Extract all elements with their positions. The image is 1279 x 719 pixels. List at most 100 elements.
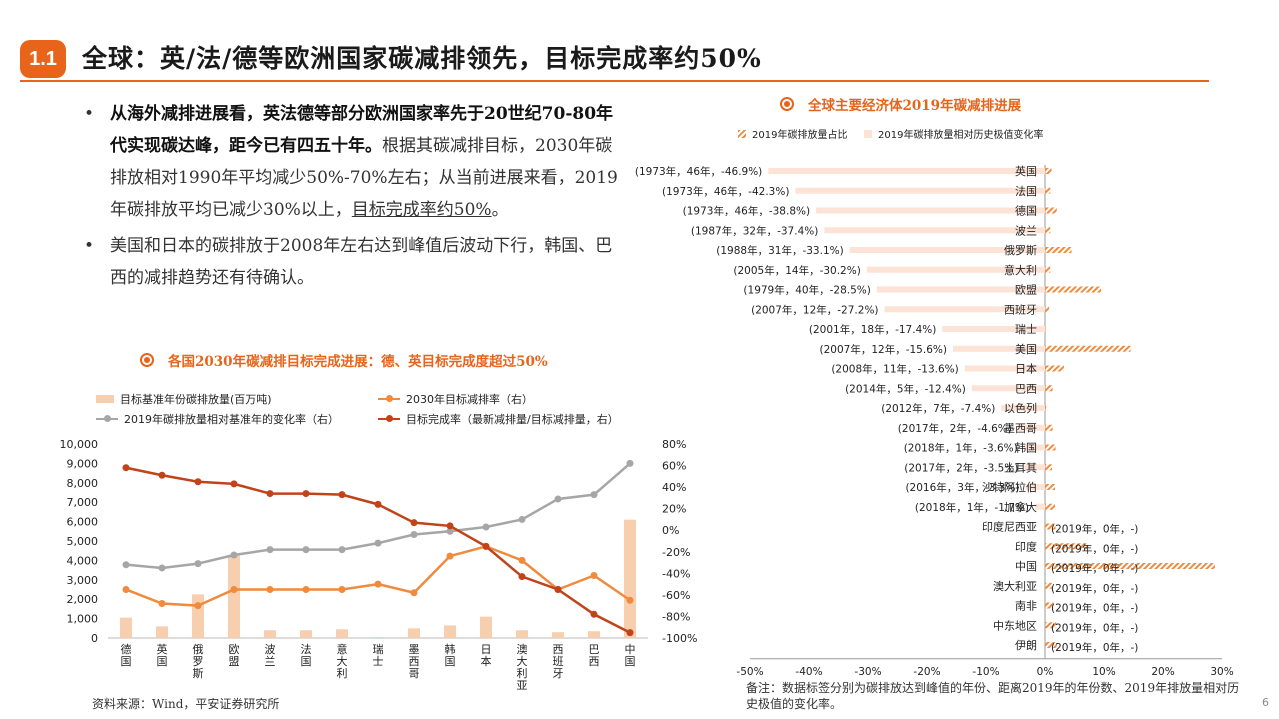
y-right-tick-label: 40% [662,481,686,494]
data-point [446,522,454,530]
x-tick-label: 10% [1092,666,1115,678]
bar-share [1045,286,1102,293]
bar-change [1001,405,1045,411]
source-note: 资料来源：Wind，平安证券研究所 [92,697,280,711]
data-label: (1988年，31年，-33.1%) [716,244,843,257]
legend-label: 2019年碳排放量相对历史极值变化率 [878,130,1044,141]
data-label: (2017年，2年，-3.5%) [904,461,1018,474]
x-tick-label: 波 [265,643,276,656]
x-tick-label: 牙 [553,667,564,680]
x-tick-label: 国 [301,655,312,668]
legend-swatch [378,395,400,402]
y-right-tick-label: -40% [662,567,690,580]
legend-item-bar: 目标基准年份碳排放量(百万吨) [96,391,272,407]
y-right-tick-label: 80% [662,438,686,451]
legend-swatch [738,129,746,138]
x-tick-label: 斯 [193,667,204,680]
bar [120,617,132,638]
y-left-tick-label: 3,000 [67,574,99,587]
data-label: (2019年，0年，-) [1051,602,1138,615]
category-label: 巴西 [1015,382,1037,395]
data-label: (1973年，46年，-42.3%) [662,185,789,198]
target-icon [140,353,154,367]
data-label: (2017年，2年，-4.6%) [898,422,1012,435]
bullet-1-underline: 目标完成率约50% [351,200,492,220]
x-tick-label: 30% [1210,666,1233,678]
data-point [230,551,238,559]
data-point [266,586,274,593]
bar-change [866,266,1045,273]
category-label: 中东地区 [993,619,1037,632]
x-tick-label: -20% [913,666,940,678]
data-label: (2018年，1年，-3.6%) [904,442,1018,455]
category-label: 德国 [1015,204,1037,218]
data-point [554,495,562,503]
y-right-tick-label: 0% [662,524,679,537]
data-label: (2007年，12年，-27.2%) [751,303,878,316]
data-label: (2012年，7年，-7.4%) [881,402,995,415]
bar-share [1045,385,1053,392]
x-tick-label: -10% [972,666,999,678]
bar-change [884,306,1045,313]
bar-share [1045,247,1072,253]
bar [552,632,564,638]
data-point [446,552,454,560]
bar [444,625,456,638]
legend-item-share: 2019年碳排放量占比 [738,126,847,141]
category-label: 意大利 [1004,263,1037,277]
bar-share [1045,602,1054,609]
x-tick-label: 盟 [229,655,240,668]
left-combo-chart: 0 1,000 2,000 3,000 4,000 5,000 6,000 7,000 8,00… [60,438,698,692]
legend-label: 2030年目标减排率（右） [406,393,533,406]
data-point [230,480,238,488]
x-tick-label: 罗 [193,655,204,668]
chart-note: 备注：数据标签分别为碳排放达到峰值的年份、距离2019年的年份数、2019年排放… [746,681,1240,711]
bar [480,616,492,638]
category-label: 伊朗 [1015,639,1037,652]
data-point [626,596,634,604]
bullet-1-end: 。 [491,200,509,220]
data-label: (2007年，12年，-15.6%) [820,343,947,356]
bar-change [1023,444,1045,451]
data-label: (1979年，40年，-28.5%) [743,284,870,297]
right-bar-chart: -50% -40% -30% -20% -10% 0% 10% 20% 30% 英国 (1973年，… [635,164,1234,678]
bar-share [1045,543,1089,550]
category-label: 加拿大 [1004,500,1037,514]
bar [408,628,420,638]
bullet-1-text: 根据其碳减排目标，2030年碳排放相对1990年平均减少50%-70%左右；从当… [110,136,618,220]
bar-share [1045,642,1057,648]
bar-share [1045,582,1053,589]
legend-label: 目标基准年份碳排放量(百万吨) [120,393,272,406]
legend-item-target-rate: 2030年目标减排率（右） [378,391,533,407]
data-point [122,561,130,569]
legend-swatch [864,129,872,138]
data-point [266,546,274,554]
data-label: (1973年，46年，-46.9%) [635,165,762,178]
bar [588,631,600,638]
x-tick-label: 澳 [517,643,528,656]
data-point [446,527,454,535]
legend-label: 目标完成率（最新减排量/目标减排量，右） [406,413,619,426]
y-right-tick-label: -60% [662,589,690,602]
category-label: 瑞士 [1015,322,1037,336]
category-label: 英国 [1015,164,1037,178]
x-tick-label: 班 [553,655,564,668]
bar-change [964,365,1045,372]
data-label: (2019年，0年，-) [1051,641,1138,654]
bar-share [1045,227,1051,234]
category-label: 澳大利亚 [993,579,1037,593]
category-label: 印度 [1015,539,1037,553]
bar-share [1045,345,1131,352]
legend-label: 2019年碳排放量占比 [752,130,848,141]
x-tick-label: 西 [553,643,564,656]
category-label: 南非 [1015,600,1037,613]
data-point [338,546,346,554]
bullet-dot: • [84,236,95,256]
data-label: (2014年，5年，-12.4%) [845,382,966,395]
bar-share [1045,444,1056,451]
data-label: (2005年，14年，-30.2%) [733,264,860,277]
legend-item-change: 2019年碳排放量相对历史极值变化率 [864,126,1043,141]
bar-share [1045,503,1056,510]
data-label: (2001年，18年，-17.4%) [809,323,936,336]
bar-share [1045,563,1215,569]
